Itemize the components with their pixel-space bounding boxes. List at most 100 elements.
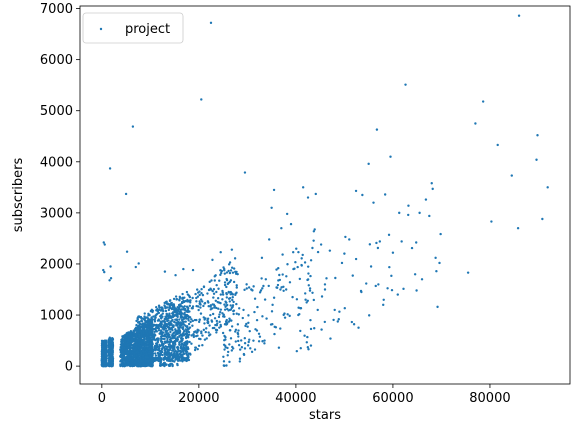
scatter-point — [161, 319, 165, 323]
scatter-point — [167, 359, 170, 362]
scatter-point — [205, 327, 208, 330]
scatter-point — [145, 353, 148, 356]
scatter-point — [230, 292, 234, 295]
scatter-point — [173, 342, 177, 345]
scatter-point — [122, 339, 125, 343]
scatter-point — [351, 274, 354, 277]
scatter-point — [297, 250, 300, 254]
scatter-point — [311, 246, 314, 250]
scatter-point — [161, 334, 165, 338]
scatter-point — [169, 299, 172, 302]
scatter-point — [225, 296, 228, 299]
scatter-point — [202, 328, 206, 332]
scatter-point — [161, 337, 165, 341]
scatter-point — [189, 320, 192, 324]
scatter-point — [222, 266, 225, 269]
scatter-point — [238, 357, 242, 360]
scatter-point — [174, 358, 177, 361]
scatter-point — [122, 355, 126, 358]
scatter-point — [253, 348, 257, 351]
scatter-point — [102, 347, 105, 350]
scatter-point — [133, 348, 136, 352]
scatter-point — [166, 337, 169, 341]
scatter-point — [146, 343, 149, 347]
x-tick-label: 80000 — [469, 391, 510, 406]
scatter-point — [131, 359, 134, 363]
scatter-point — [231, 298, 234, 302]
scatter-point — [180, 314, 183, 317]
scatter-point — [227, 290, 230, 294]
scatter-point — [167, 319, 170, 322]
scatter-point — [178, 358, 181, 362]
scatter-point — [134, 265, 137, 269]
scatter-point — [182, 334, 186, 337]
scatter-point — [231, 271, 235, 274]
scatter-point — [129, 354, 133, 357]
scatter-point — [132, 330, 135, 334]
scatter-point — [157, 304, 161, 307]
scatter-point — [164, 315, 167, 319]
scatter-point — [135, 326, 138, 329]
scatter-point — [413, 273, 417, 276]
scatter-point — [201, 300, 204, 303]
scatter-point — [213, 317, 217, 320]
scatter-point — [219, 310, 222, 314]
scatter-point — [390, 274, 393, 278]
scatter-point — [177, 331, 180, 335]
scatter-point — [103, 270, 106, 274]
scatter-point — [196, 334, 199, 337]
scatter-point — [309, 274, 312, 278]
scatter-point — [312, 298, 316, 302]
scatter-point — [137, 335, 140, 338]
scatter-point — [181, 326, 184, 330]
scatter-point — [223, 339, 226, 342]
scatter-point — [365, 282, 368, 285]
scatter-point — [160, 337, 163, 340]
scatter-point — [175, 350, 178, 354]
scatter-point — [190, 334, 193, 337]
scatter-point — [400, 240, 403, 243]
scatter-point — [182, 267, 185, 271]
scatter-point — [294, 261, 297, 264]
x-axis-ticks: 0 20000 40000 60000 80000 — [98, 384, 511, 406]
scatter-point — [151, 345, 154, 349]
scatter-point — [152, 315, 155, 318]
scatter-point — [155, 359, 159, 362]
scatter-point — [338, 310, 341, 313]
scatter-point — [141, 350, 145, 353]
scatter-point — [206, 292, 209, 295]
scatter-point — [188, 295, 192, 299]
scatter-point — [415, 241, 418, 244]
scatter-point — [158, 350, 161, 353]
y-tick-label: 0 — [65, 360, 73, 375]
scatter-point — [193, 348, 197, 352]
scatter-point — [307, 348, 310, 351]
scatter-point — [187, 330, 191, 334]
scatter-point — [247, 340, 250, 344]
scatter-point — [178, 324, 182, 327]
scatter-point — [228, 343, 231, 346]
scatter-point — [102, 241, 105, 244]
scatter-point — [431, 187, 434, 191]
scatter-point — [263, 342, 266, 345]
scatter-point — [354, 257, 358, 261]
scatter-point — [196, 347, 199, 351]
scatter-point — [236, 332, 240, 336]
scatter-point — [200, 331, 203, 335]
scatter-point — [253, 310, 256, 314]
scatter-point — [213, 279, 216, 282]
scatter-point — [175, 310, 178, 314]
scatter-point — [223, 303, 226, 306]
scatter-point — [184, 328, 187, 331]
scatter-point — [225, 364, 228, 367]
scatter-point — [295, 349, 299, 353]
scatter-point — [352, 323, 356, 326]
scatter-point — [259, 289, 263, 292]
scatter-point — [273, 332, 276, 336]
scatter-point — [184, 358, 187, 361]
y-tick-label: 3000 — [40, 206, 73, 221]
scatter-point — [159, 320, 162, 323]
scatter-point — [320, 328, 323, 331]
scatter-point — [305, 341, 309, 344]
scatter-point — [344, 235, 347, 239]
